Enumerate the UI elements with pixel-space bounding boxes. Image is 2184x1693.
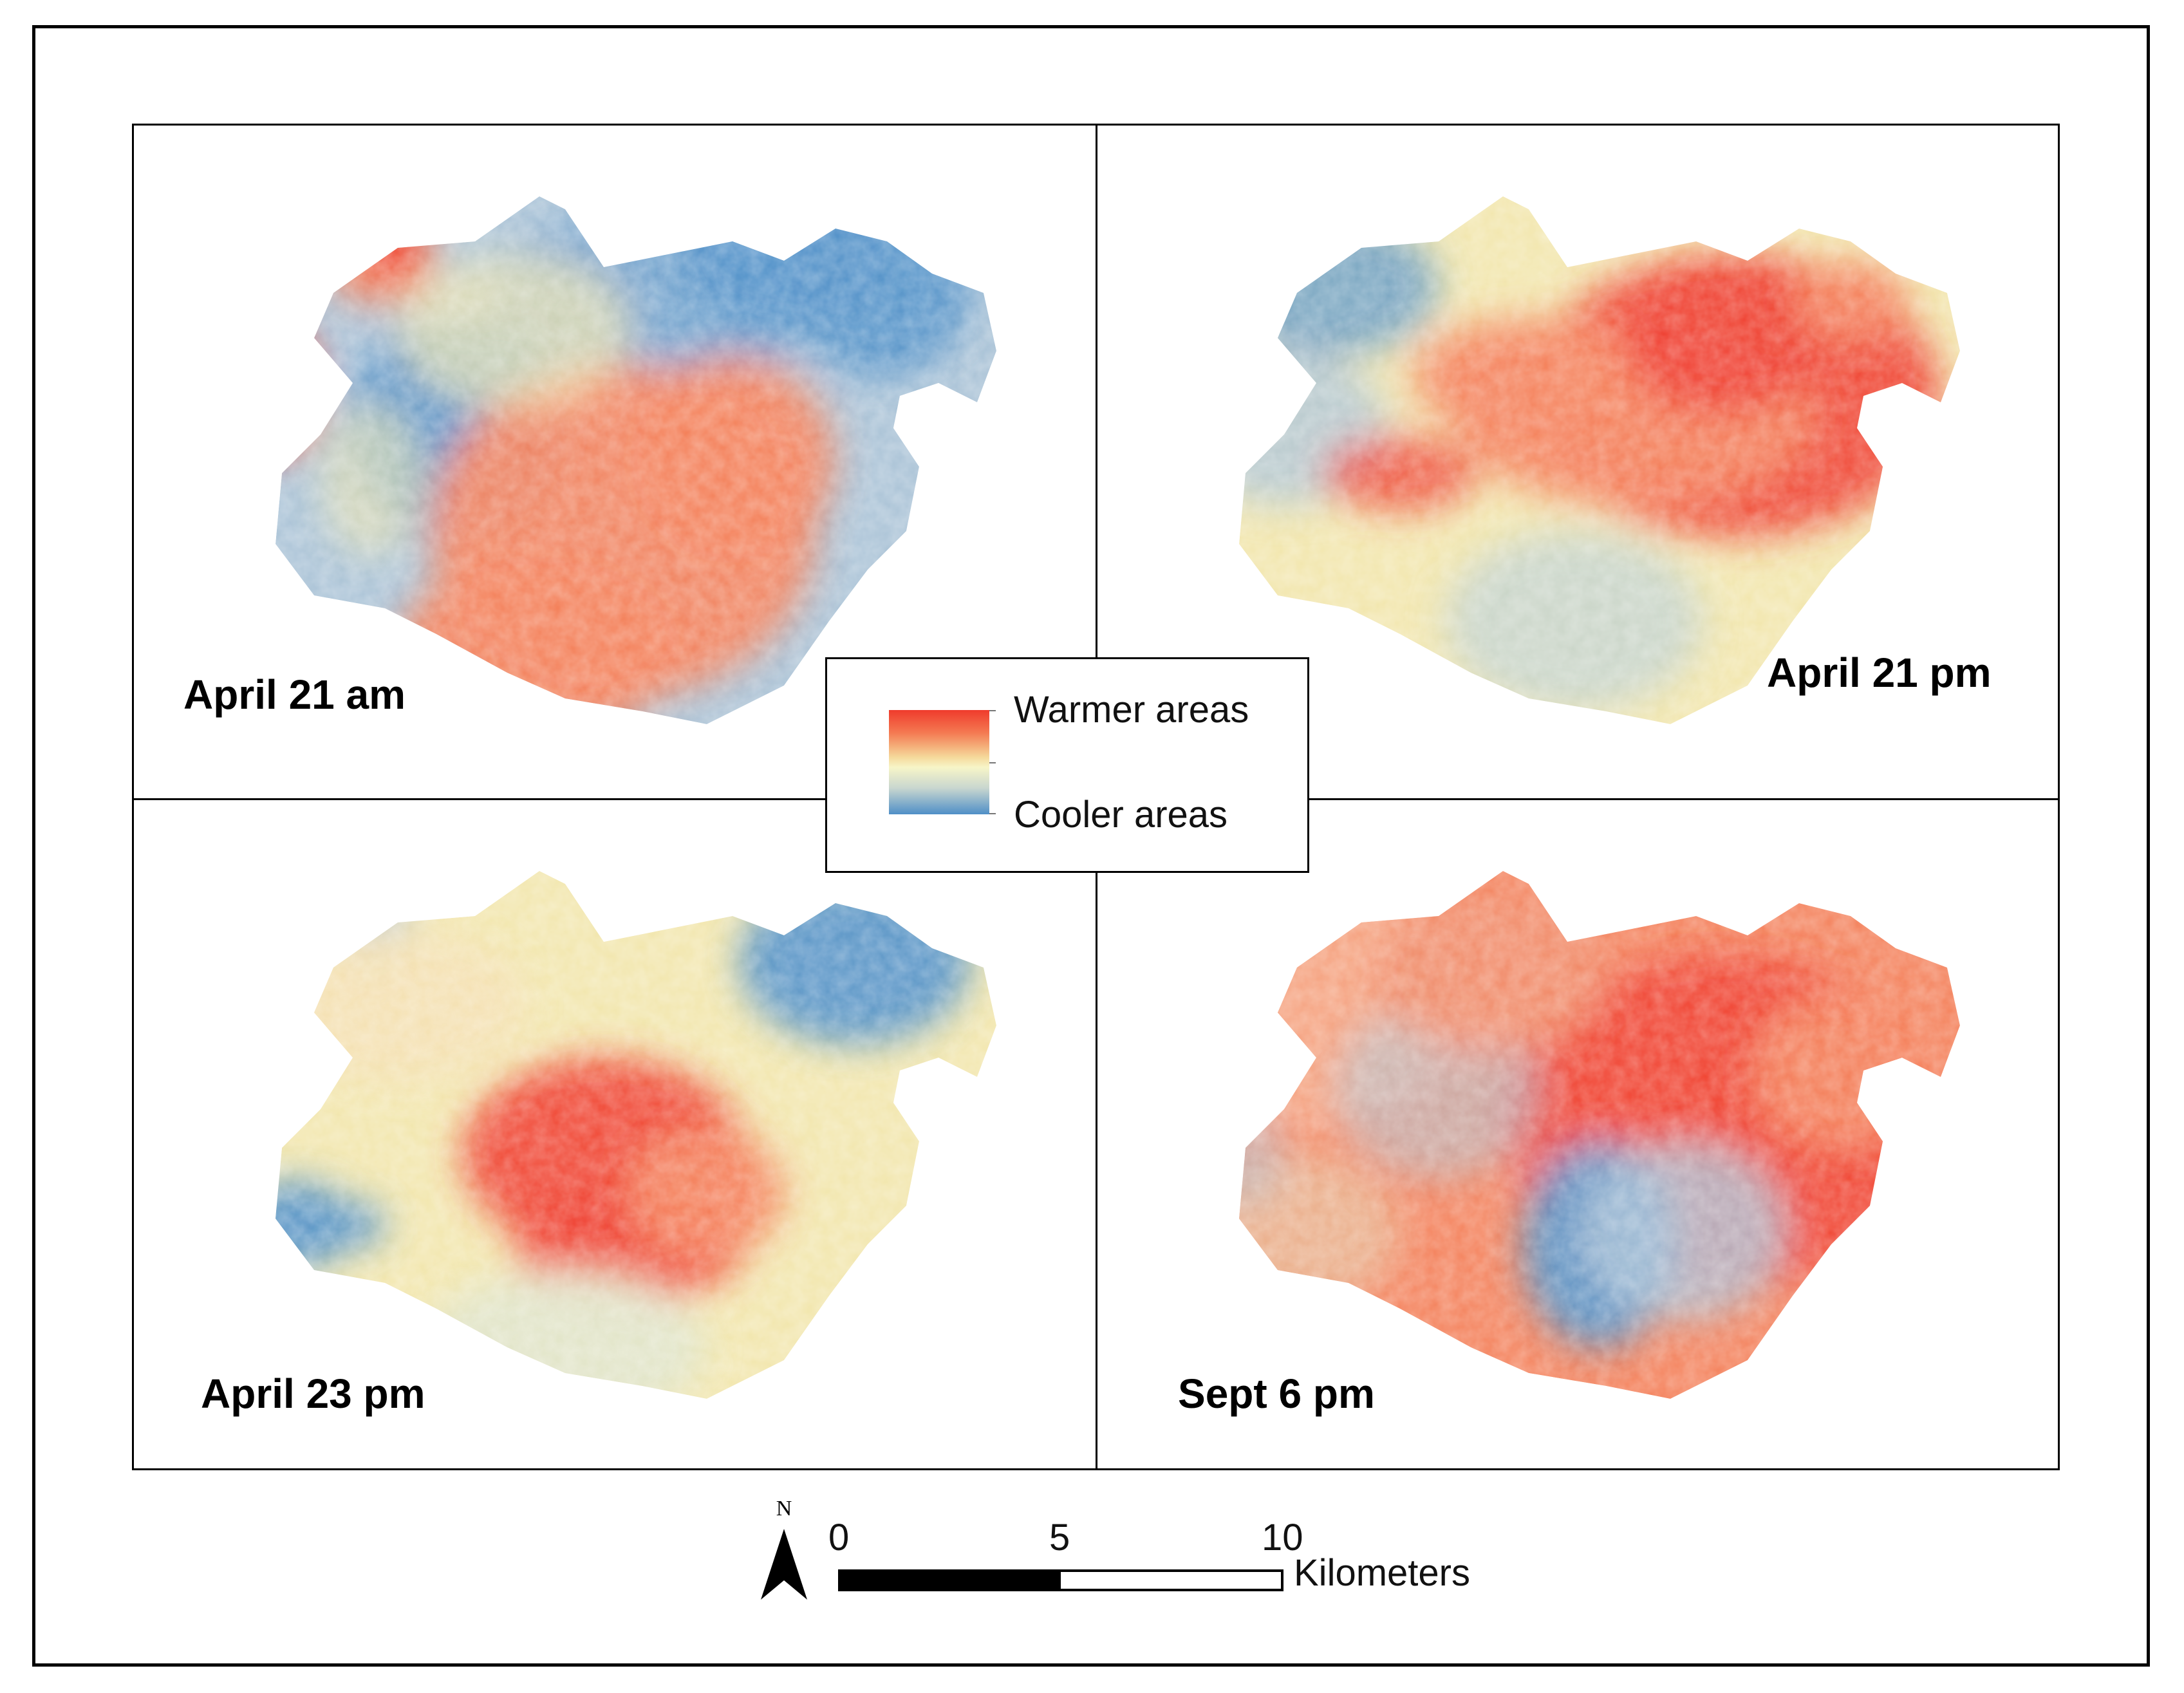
- map-sept-6-pm: [1239, 871, 1960, 1399]
- north-label: N: [776, 1497, 792, 1520]
- scale-unit: Kilometers: [1294, 1552, 1470, 1594]
- scale-tick-10: 10: [1262, 1517, 1303, 1558]
- map-april-23-pm: [275, 871, 996, 1399]
- scale-bar-filled-segment: [841, 1572, 1061, 1589]
- legend-tick-top: [989, 710, 996, 711]
- figure-frame: [32, 25, 2150, 1667]
- scale-tick-0: 0: [828, 1517, 850, 1558]
- panel-label-sept-6-pm: Sept 6 pm: [1178, 1370, 1375, 1417]
- panel-label-april-21-pm: April 21 pm: [1767, 650, 1992, 696]
- panel-label-april-23-pm: April 23 pm: [201, 1370, 425, 1417]
- map-april-21-pm: [1239, 196, 1960, 724]
- scale-tick-5: 5: [1049, 1517, 1070, 1558]
- legend: Warmer areas Cooler areas: [825, 657, 1309, 873]
- legend-warm-label: Warmer areas: [1014, 689, 1249, 731]
- temperature-zone: [275, 319, 321, 460]
- legend-color-ramp: [889, 710, 989, 814]
- legend-tick-bottom: [989, 813, 996, 814]
- legend-tick-mid: [989, 762, 996, 763]
- scale-bar: [838, 1569, 1283, 1591]
- legend-cool-label: Cooler areas: [1014, 794, 1228, 836]
- map-april-21-am: [275, 196, 996, 724]
- north-arrow-icon: N: [761, 1497, 807, 1600]
- panel-label-april-21-am: April 21 am: [183, 671, 406, 718]
